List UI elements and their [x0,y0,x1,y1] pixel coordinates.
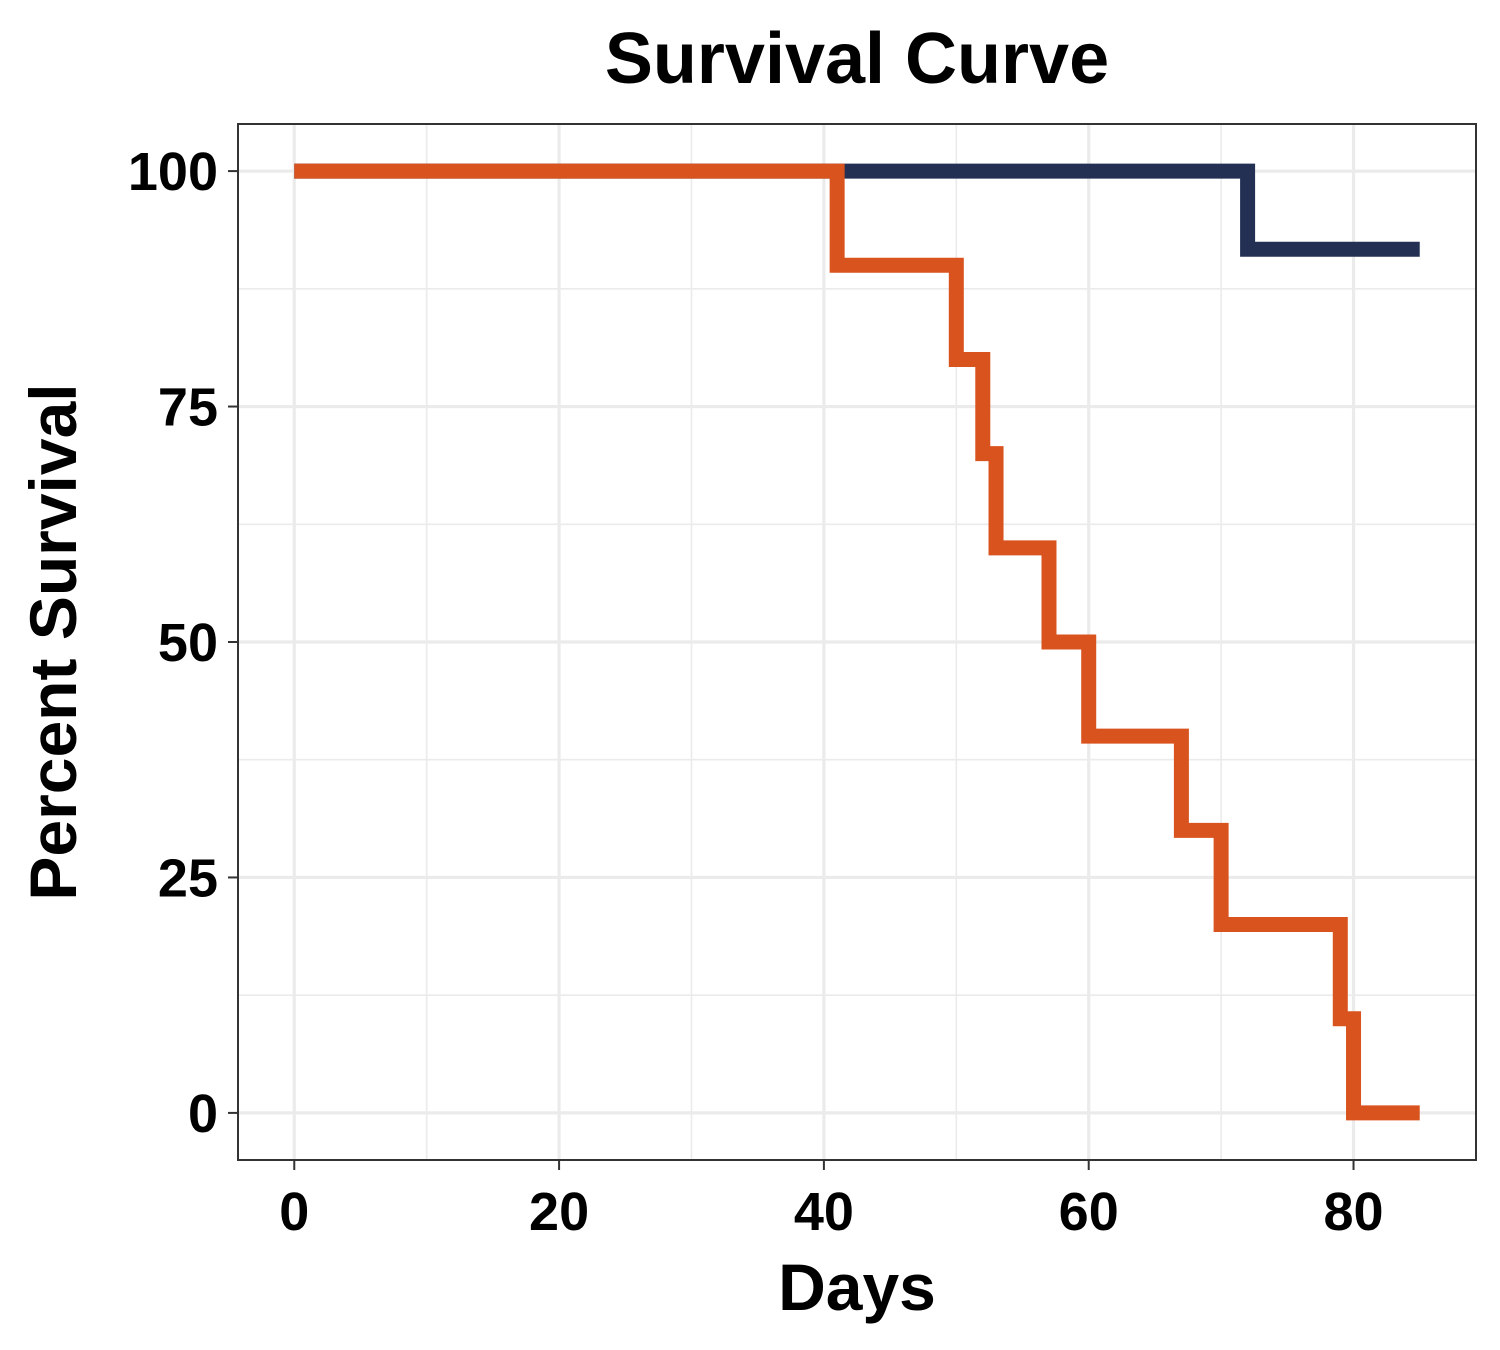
y-tick-label: 25 [158,848,218,908]
x-tick-label: 60 [1059,1182,1119,1242]
x-tick-label: 40 [794,1182,854,1242]
series-layer [294,163,1420,1121]
y-tick-label: 0 [188,1084,218,1144]
y-tick-label: 75 [158,378,218,438]
y-axis-title: Percent Survival [16,383,90,900]
x-tick-label: 0 [279,1182,309,1242]
axis-ticks: 0 20 40 60 80 0 25 50 75 100 [128,142,1384,1242]
y-tick-label: 50 [158,613,218,673]
y-tick-label: 100 [128,142,218,202]
x-tick-label: 20 [529,1182,589,1242]
grid-lines [238,124,1476,1160]
x-tick-label: 80 [1323,1182,1383,1242]
survival-series-1 [294,163,1420,257]
survival-series-2 [294,163,1420,1121]
x-axis-title: Days [778,1250,936,1324]
chart-title: Survival Curve [605,19,1109,99]
